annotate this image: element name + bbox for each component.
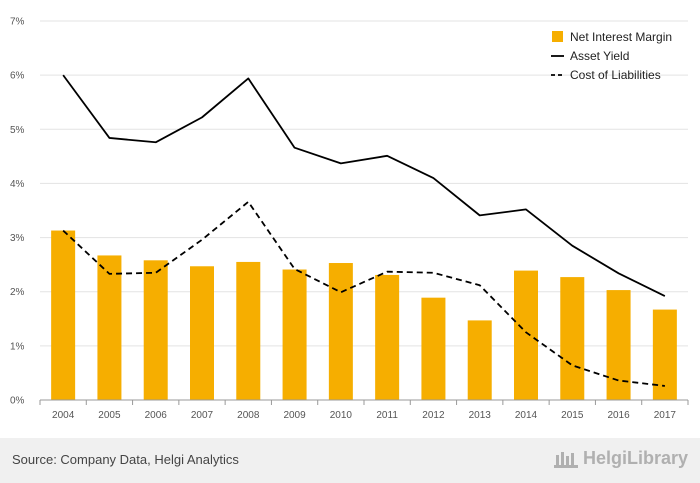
y-tick-label: 5% xyxy=(10,125,25,136)
legend-label-cost-of-liabilities: Cost of Liabilities xyxy=(570,68,661,82)
y-axis-ticks: 0% 1% 2% 3% 4% 5% 6% 7% xyxy=(10,17,25,407)
y-tick-label: 1% xyxy=(10,341,25,352)
bar-2009 xyxy=(282,269,307,400)
y-tick-label: 4% xyxy=(10,179,25,190)
bar-2007 xyxy=(190,266,214,400)
brand-name: HelgiLibrary xyxy=(582,448,688,468)
x-tick-label: 2013 xyxy=(469,410,492,421)
x-tick-label: 2015 xyxy=(561,410,584,421)
bar-2013 xyxy=(467,320,492,400)
y-tick-label: 7% xyxy=(10,17,25,28)
footer: Source: Company Data, Helgi Analytics He… xyxy=(0,438,700,483)
bar-2017 xyxy=(652,309,677,400)
x-tick-label: 2016 xyxy=(607,410,630,421)
brand-logo: HelgiLibrary xyxy=(553,448,688,469)
bar-2015 xyxy=(560,277,585,400)
bar-2008 xyxy=(236,261,261,400)
y-tick-label: 6% xyxy=(10,71,25,82)
y-tick-label: 3% xyxy=(10,233,25,244)
x-tick-label: 2014 xyxy=(515,410,538,421)
legend: Net Interest Margin Asset Yield Cost of Li… xyxy=(551,30,672,82)
x-tick-label: 2011 xyxy=(376,410,398,421)
x-tick-label: 2004 xyxy=(52,410,75,421)
bar-2004 xyxy=(51,230,76,400)
bar-2010 xyxy=(328,263,353,400)
legend-label-net-interest-margin: Net Interest Margin xyxy=(570,30,672,44)
library-icon xyxy=(553,451,578,468)
asset-yield-line xyxy=(62,74,666,297)
bar-2016 xyxy=(606,290,631,400)
legend-swatch-net-interest-margin xyxy=(552,31,563,42)
x-axis-ticks: 2004 2005 2006 2007 2008 2009 2010 2011 2012 2013… xyxy=(39,400,689,421)
x-tick-label: 2005 xyxy=(98,410,121,421)
bar-2006 xyxy=(143,260,168,400)
bar-2011 xyxy=(375,274,400,400)
x-tick-label: 2012 xyxy=(422,410,445,421)
bar-2012 xyxy=(421,297,446,400)
source-note: Source: Company Data, Helgi Analytics xyxy=(12,452,239,467)
x-tick-label: 2010 xyxy=(330,410,353,421)
bar-2005 xyxy=(97,255,122,400)
x-tick-label: 2006 xyxy=(145,410,168,421)
cost-of-liabilities-line xyxy=(62,200,665,387)
lines xyxy=(62,74,666,387)
x-tick-label: 2008 xyxy=(237,410,260,421)
legend-label-asset-yield: Asset Yield xyxy=(570,49,629,63)
bar-2014 xyxy=(514,270,538,400)
y-tick-label: 0% xyxy=(10,396,25,407)
x-tick-label: 2009 xyxy=(283,410,306,421)
x-tick-label: 2017 xyxy=(654,410,677,421)
y-tick-label: 2% xyxy=(10,287,25,298)
x-tick-label: 2007 xyxy=(191,410,214,421)
net-interest-margin-bars xyxy=(51,230,677,400)
